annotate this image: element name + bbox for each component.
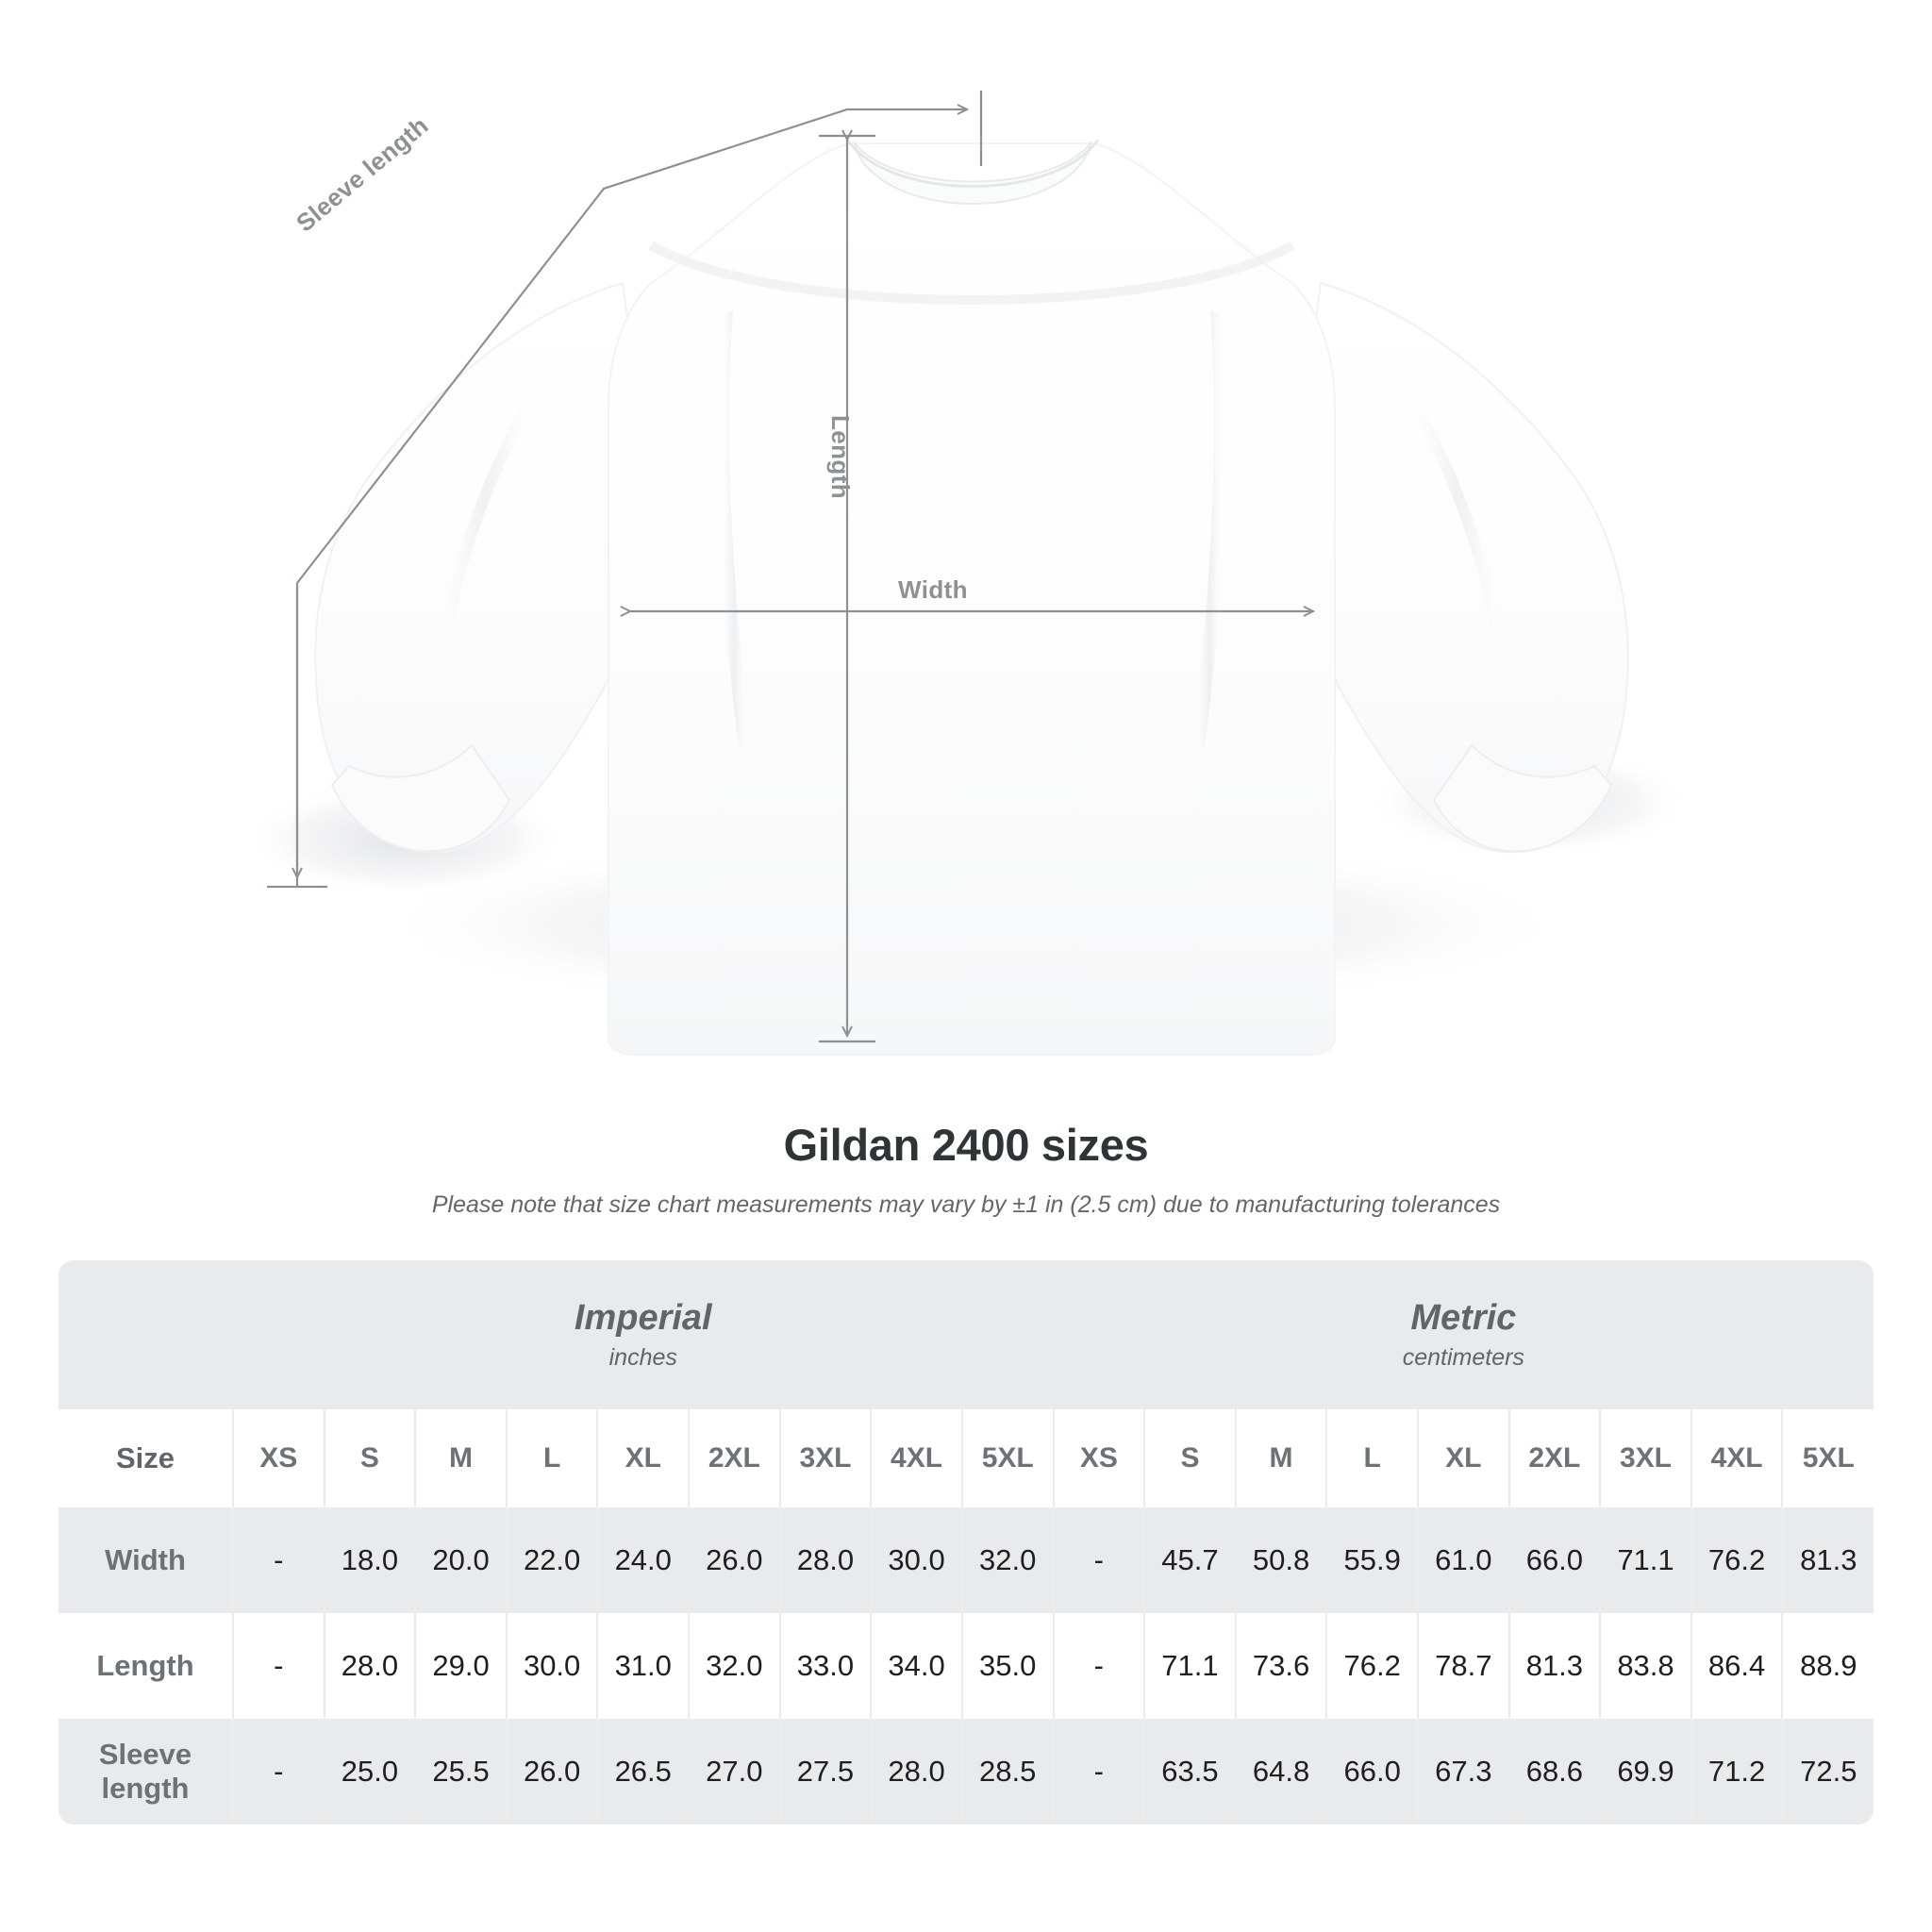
measurement-label-sleeve-length: Sleeve length xyxy=(58,1719,233,1824)
cell-sleeve-length-metric-s: 63.5 xyxy=(1143,1719,1236,1824)
cell-sleeve-length-metric-xl: 67.3 xyxy=(1416,1719,1509,1824)
cell-sleeve-length-metric-xs: - xyxy=(1052,1719,1145,1824)
cell-sleeve-length-imperial-4xl: 28.0 xyxy=(870,1719,962,1824)
size-header-imperial-s: S xyxy=(323,1409,416,1507)
cell-length-imperial-m: 29.0 xyxy=(414,1613,507,1719)
cell-length-metric-5xl: 88.9 xyxy=(1781,1613,1874,1719)
cell-sleeve-length-imperial-m: 25.5 xyxy=(414,1719,507,1824)
cell-sleeve-length-metric-5xl: 72.5 xyxy=(1781,1719,1874,1824)
cell-width-metric-2xl: 66.0 xyxy=(1507,1507,1601,1613)
measurement-lines xyxy=(267,91,1316,1043)
size-header-imperial-xs: XS xyxy=(232,1409,325,1507)
cell-width-imperial-xs: - xyxy=(232,1507,325,1613)
size-header-metric-3xl: 3XL xyxy=(1599,1409,1691,1507)
size-header-metric-l: L xyxy=(1325,1409,1418,1507)
unit-group-imperial: Imperial inches xyxy=(233,1260,1054,1409)
garment-illustration-svg xyxy=(245,91,1689,1056)
cell-sleeve-length-imperial-2xl: 27.0 xyxy=(688,1719,780,1824)
cell-width-imperial-s: 18.0 xyxy=(323,1507,416,1613)
unit-group-unit: inches xyxy=(608,1344,677,1372)
cell-width-imperial-2xl: 26.0 xyxy=(688,1507,780,1613)
cell-sleeve-length-metric-m: 64.8 xyxy=(1234,1719,1327,1824)
size-header-imperial-2xl: 2XL xyxy=(688,1409,780,1507)
page-subtitle: Please note that size chart measurements… xyxy=(431,1191,1501,1218)
cell-length-imperial-l: 30.0 xyxy=(505,1613,598,1719)
page-title: Gildan 2400 sizes xyxy=(783,1120,1149,1170)
cell-length-imperial-3xl: 33.0 xyxy=(778,1613,872,1719)
cell-length-imperial-s: 28.0 xyxy=(323,1613,416,1719)
cell-sleeve-length-imperial-5xl: 28.5 xyxy=(960,1719,1054,1824)
unit-group-name: Imperial xyxy=(574,1297,712,1338)
cell-width-imperial-3xl: 28.0 xyxy=(778,1507,872,1613)
heading-block: Gildan 2400 sizes Please note that size … xyxy=(0,1119,1932,1219)
width-label: Width xyxy=(898,575,968,604)
cell-sleeve-length-imperial-xs: - xyxy=(232,1719,325,1824)
cell-width-metric-xl: 61.0 xyxy=(1416,1507,1509,1613)
unit-group-name: Metric xyxy=(1410,1297,1517,1338)
size-header-metric-5xl: 5XL xyxy=(1781,1409,1874,1507)
size-header-imperial-l: L xyxy=(505,1409,598,1507)
cell-width-metric-4xl: 76.2 xyxy=(1690,1507,1783,1613)
cell-length-metric-xl: 78.7 xyxy=(1416,1613,1509,1719)
cell-sleeve-length-metric-2xl: 68.6 xyxy=(1507,1719,1601,1824)
size-header-metric-4xl: 4XL xyxy=(1690,1409,1783,1507)
cell-width-imperial-l: 22.0 xyxy=(505,1507,598,1613)
size-header-metric-2xl: 2XL xyxy=(1507,1409,1601,1507)
cell-width-metric-5xl: 81.3 xyxy=(1781,1507,1874,1613)
cell-sleeve-length-metric-3xl: 69.9 xyxy=(1599,1719,1691,1824)
cell-sleeve-length-metric-4xl: 71.2 xyxy=(1690,1719,1783,1824)
size-header-imperial-5xl: 5XL xyxy=(960,1409,1054,1507)
cell-length-imperial-4xl: 34.0 xyxy=(870,1613,962,1719)
cell-sleeve-length-imperial-s: 25.0 xyxy=(323,1719,416,1824)
measurement-label-width: Width xyxy=(58,1507,233,1613)
cell-width-metric-xs: - xyxy=(1052,1507,1145,1613)
size-header-metric-s: S xyxy=(1143,1409,1236,1507)
table-row: Length -28.0 29.0 30.0 31.0 32.0 33.0 34.0 35.0-… xyxy=(58,1613,1874,1719)
size-chart-container: Imperial inches Metric centimeters Size XS S M L… xyxy=(58,1260,1874,1824)
unit-row-spacer xyxy=(58,1260,233,1409)
unit-group-metric: Metric centimeters xyxy=(1053,1260,1874,1409)
cell-length-imperial-xl: 31.0 xyxy=(596,1613,690,1719)
garment-diagram: Sleeve length Length Width xyxy=(245,91,1689,1056)
cell-length-metric-m: 73.6 xyxy=(1234,1613,1327,1719)
cell-length-metric-3xl: 83.8 xyxy=(1599,1613,1691,1719)
cell-width-metric-3xl: 71.1 xyxy=(1599,1507,1691,1613)
cell-width-metric-m: 50.8 xyxy=(1234,1507,1327,1613)
cell-sleeve-length-metric-l: 66.0 xyxy=(1325,1719,1418,1824)
table-row: Width -18.0 20.0 22.0 24.0 26.0 28.0 30.0 32.0-4… xyxy=(58,1507,1874,1613)
cell-width-metric-l: 55.9 xyxy=(1325,1507,1418,1613)
size-header-metric-m: M xyxy=(1234,1409,1327,1507)
size-header-metric-xl: XL xyxy=(1416,1409,1509,1507)
size-header-label: Size xyxy=(58,1409,233,1507)
size-header-imperial-m: M xyxy=(414,1409,507,1507)
unit-group-unit: centimeters xyxy=(1402,1344,1524,1372)
shirt-shape xyxy=(314,139,1629,1056)
size-header-imperial-xl: XL xyxy=(596,1409,690,1507)
cell-length-metric-xs: - xyxy=(1052,1613,1145,1719)
cell-width-metric-s: 45.7 xyxy=(1143,1507,1236,1613)
size-chart-table: Imperial inches Metric centimeters Size XS S M L… xyxy=(58,1260,1874,1824)
length-label: Length xyxy=(826,415,855,500)
cell-length-metric-s: 71.1 xyxy=(1143,1613,1236,1719)
cell-sleeve-length-imperial-l: 26.0 xyxy=(505,1719,598,1824)
cell-length-metric-2xl: 81.3 xyxy=(1507,1613,1601,1719)
cell-width-imperial-5xl: 32.0 xyxy=(960,1507,1054,1613)
size-header-row: Size XS S M L XL 2XL 3XL 4XL 5XL XS S M L XL 2XL 3XL 4XL 5… xyxy=(58,1409,1874,1507)
cell-sleeve-length-imperial-xl: 26.5 xyxy=(596,1719,690,1824)
cell-length-imperial-xs: - xyxy=(232,1613,325,1719)
unit-group-row: Imperial inches Metric centimeters xyxy=(58,1260,1874,1409)
measurement-label-length: Length xyxy=(58,1613,233,1719)
cell-width-imperial-xl: 24.0 xyxy=(596,1507,690,1613)
cell-length-imperial-2xl: 32.0 xyxy=(688,1613,780,1719)
cell-width-imperial-4xl: 30.0 xyxy=(870,1507,962,1613)
size-header-metric-xs: XS xyxy=(1052,1409,1145,1507)
size-header-imperial-3xl: 3XL xyxy=(778,1409,872,1507)
table-row: Sleeve length -25.0 25.5 26.0 26.5 27.0 27.5 28… xyxy=(58,1719,1874,1824)
cell-length-metric-4xl: 86.4 xyxy=(1690,1613,1783,1719)
cell-length-metric-l: 76.2 xyxy=(1325,1613,1418,1719)
cell-length-imperial-5xl: 35.0 xyxy=(960,1613,1054,1719)
cell-sleeve-length-imperial-3xl: 27.5 xyxy=(778,1719,872,1824)
size-header-imperial-4xl: 4XL xyxy=(870,1409,962,1507)
cell-width-imperial-m: 20.0 xyxy=(414,1507,507,1613)
